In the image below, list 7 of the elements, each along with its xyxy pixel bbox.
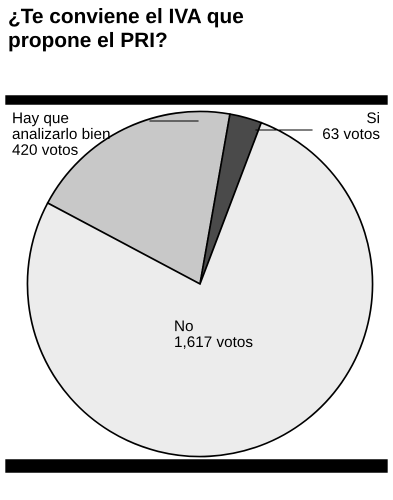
chart-title: ¿Te conviene el IVA que propone el PRI? (9, 8, 244, 52)
slice-label: Hay que analizarlo bien (12, 112, 110, 140)
data-label: 1,617 votos (175, 336, 252, 349)
data-label: 63 votos (323, 128, 380, 140)
slice-label: No (175, 320, 193, 332)
slice-label: Si (367, 112, 379, 124)
data-label: 420 votos (12, 144, 78, 156)
